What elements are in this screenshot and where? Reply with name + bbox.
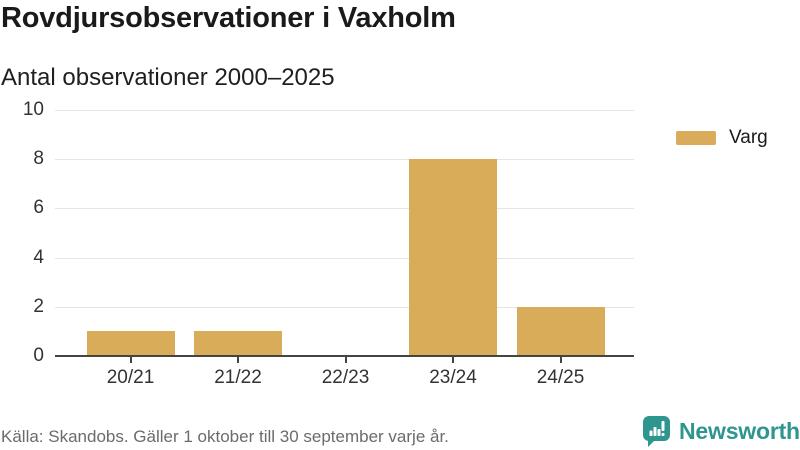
y-axis-tick-label-0: 0 (33, 345, 44, 366)
branding: Newsworthy (643, 416, 800, 447)
legend-swatch-varg (676, 131, 716, 145)
x-axis-tick-label-20-21: 20/21 (106, 367, 155, 388)
y-axis-tick-label-6: 6 (33, 197, 44, 219)
source-note: Källa: Skandobs. Gäller 1 oktober till 3… (1, 427, 449, 446)
gridline-y-2 (55, 306, 634, 308)
x-axis-tick-mark-23-24 (452, 357, 454, 363)
brand-name: Newsworthy (679, 418, 800, 444)
x-axis-tick-mark-22-23 (344, 357, 347, 363)
x-axis-tick-label-23-24: 23/24 (429, 367, 477, 388)
y-axis-tick-label-2: 2 (33, 295, 44, 317)
gridline-y-6 (55, 208, 634, 210)
y-axis-tick-label-8: 8 (33, 148, 44, 170)
plot-area (55, 110, 634, 363)
y-axis-labels: 0 2 4 6 8 10 (0, 99, 44, 366)
x-axis-labels: 20/21 21/22 22/23 23/24 24/25 (55, 367, 634, 393)
chart-subtitle: Antal observationer 2000–2025 (1, 64, 335, 91)
gridline-y-8 (55, 159, 634, 161)
gridline-y-4 (55, 257, 634, 259)
chart-title: Rovdjursobservationer i Vaxholm (1, 2, 456, 34)
x-axis-tick-label-21-22: 21/22 (214, 367, 262, 388)
y-axis-tick-label-10: 10 (22, 99, 44, 120)
bar-20-21 (86, 331, 175, 356)
newsworthy-logo-icon (643, 416, 670, 447)
bar-21-22 (194, 331, 282, 356)
x-axis-tick-mark-21-22 (237, 357, 239, 363)
y-axis-tick-label-4: 4 (33, 246, 44, 268)
bar-23-24 (409, 159, 497, 356)
x-axis-tick-label-24-25: 24/25 (536, 367, 585, 388)
x-axis-tick-label-22-23: 22/23 (321, 367, 370, 388)
x-axis-tick-mark-24-25 (559, 357, 562, 363)
legend: Varg (676, 127, 768, 149)
x-axis-tick-mark-20-21 (129, 357, 132, 363)
gridline-y-10 (55, 110, 634, 111)
legend-label-varg: Varg (729, 127, 768, 148)
x-axis-line (55, 355, 634, 357)
bar-24-25 (516, 306, 605, 356)
